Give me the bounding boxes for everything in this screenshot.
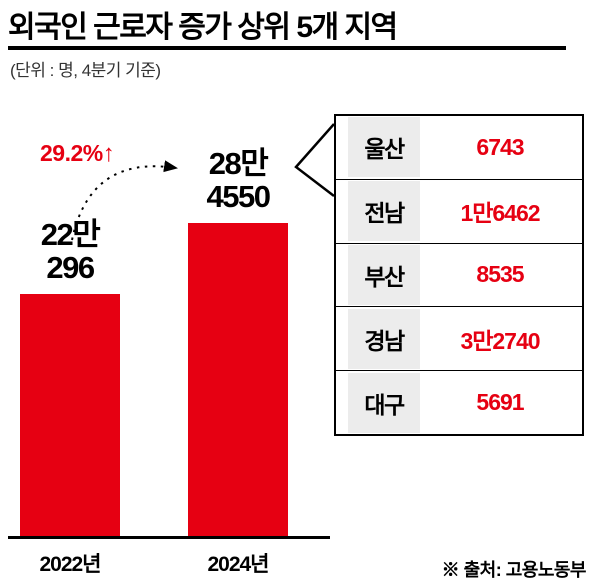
bar-group-2024: 28만 4550 — [188, 146, 288, 536]
x-tick-2024: 2024년 — [207, 553, 269, 576]
bar-value-2022-line2: 296 — [46, 250, 95, 286]
region-value: 5691 — [476, 389, 524, 416]
source-note: ※ 출처: 고용노동부 — [441, 560, 587, 580]
region-name: 울산 — [348, 117, 420, 178]
region-name: 대구 — [348, 372, 420, 433]
page-title: 외국인 근로자 증가 상위 5개 지역 — [8, 11, 398, 44]
bar-value-2024-line2: 4550 — [206, 179, 271, 215]
table-row: 부산 8535 — [336, 244, 582, 308]
growth-percent: 29.2% — [40, 140, 103, 166]
bar-group-2022: 22만 296 — [20, 217, 120, 536]
region-name: 경남 — [348, 308, 420, 369]
region-value: 6743 — [476, 133, 524, 160]
table-row: 울산 6743 — [336, 116, 582, 180]
region-value: 3만2740 — [460, 327, 540, 354]
bar-value-2022: 22만 296 — [40, 217, 101, 286]
unit-note: (단위 : 명, 4분기 기준) — [10, 61, 161, 80]
region-name: 전남 — [348, 181, 420, 242]
growth-rate-label: 29.2%↑ — [40, 140, 115, 168]
table-row: 전남 1만6462 — [336, 180, 582, 244]
region-increase-table: 울산 6743 전남 1만6462 부산 8535 경남 3만2740 대구 5… — [334, 114, 584, 436]
bar-rect — [20, 294, 120, 536]
bar-value-2024-line1: 28만 — [208, 146, 269, 182]
table-callout-lines — [294, 123, 335, 197]
region-value: 8535 — [476, 261, 524, 288]
region-name: 부산 — [348, 244, 420, 305]
table-row: 경남 3만2740 — [336, 307, 582, 372]
table-row: 대구 5691 — [336, 371, 582, 434]
bar-value-2022-line1: 22만 — [40, 217, 101, 253]
x-tick-2022: 2022년 — [39, 553, 101, 576]
bar-rect — [188, 223, 288, 536]
title-underline — [8, 46, 566, 50]
up-arrow-icon: ↑ — [102, 140, 115, 167]
x-axis-line — [8, 536, 330, 539]
region-value: 1만6462 — [460, 200, 540, 227]
bar-value-2024: 28만 4550 — [206, 146, 271, 215]
